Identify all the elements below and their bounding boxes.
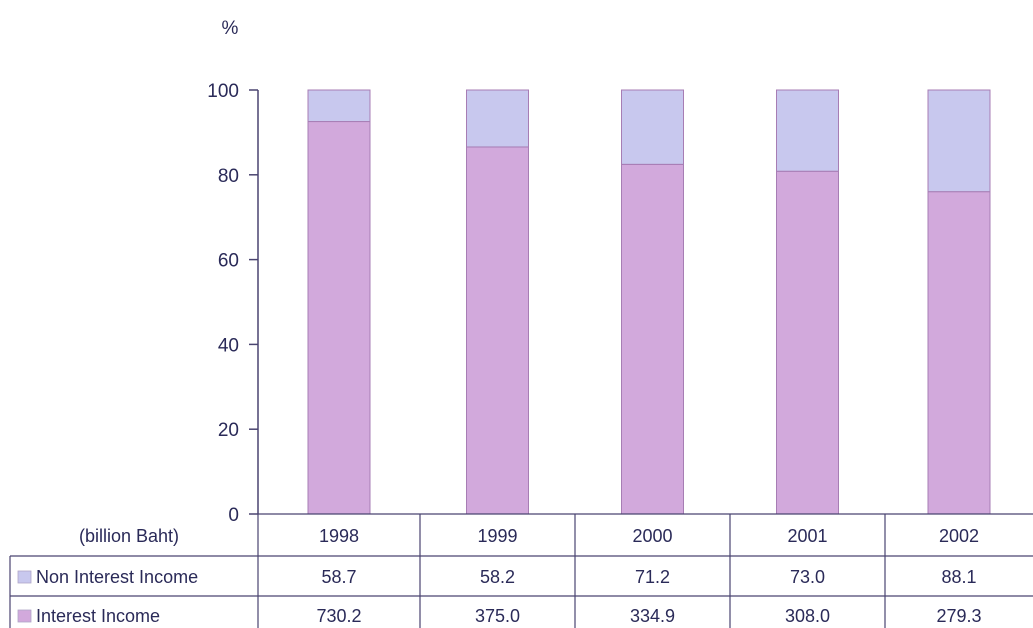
table-value-cell: 58.2 — [480, 567, 515, 587]
bar-stack-1999 — [466, 89, 529, 515]
y-tick-label: 60 — [218, 251, 239, 272]
x-category-label: 2000 — [632, 526, 672, 546]
legend-label: Non Interest Income — [36, 567, 198, 587]
bar-non-interest-income-2002 — [927, 89, 991, 193]
x-category-label: 1998 — [319, 526, 359, 546]
bar-interest-income-2000 — [621, 163, 684, 515]
bar-non-interest-income-1998 — [307, 89, 371, 123]
bar-interest-income-2002 — [927, 191, 991, 515]
x-category-label: 2001 — [787, 526, 827, 546]
y-tick-label: 20 — [218, 420, 239, 441]
bar-interest-income-1999 — [466, 146, 529, 515]
x-category-label: 2002 — [939, 526, 979, 546]
bar-non-interest-income-1999 — [466, 89, 529, 148]
table-unit-label: (billion Baht) — [79, 526, 179, 546]
table-value-cell: 71.2 — [635, 567, 670, 587]
y-axis: % 0 20 40 60 80 100 — [207, 18, 259, 526]
y-tick-label: 0 — [228, 505, 239, 526]
bar-stack-2000 — [621, 89, 684, 515]
y-tick-label: 40 — [218, 335, 239, 356]
legend-swatch — [17, 570, 32, 584]
y-tick-label: 80 — [218, 166, 239, 187]
legend-swatch — [17, 609, 32, 623]
legend-label: Interest Income — [36, 606, 160, 626]
table-value-cell: 88.1 — [941, 567, 976, 587]
x-category-label: 1999 — [477, 526, 517, 546]
y-unit-label: % — [222, 18, 239, 39]
table-value-cell: 375.0 — [475, 606, 520, 626]
bar-non-interest-income-2000 — [621, 89, 684, 165]
bar-stack-2001 — [776, 89, 839, 515]
bar-interest-income-2001 — [776, 170, 839, 515]
bar-stack-1998 — [307, 89, 371, 515]
bars-group — [307, 89, 991, 515]
bar-interest-income-1998 — [307, 121, 371, 515]
table-value-cell: 58.7 — [321, 567, 356, 587]
bar-non-interest-income-2001 — [776, 89, 839, 172]
bar-stack-2002 — [927, 89, 991, 515]
table-value-cell: 308.0 — [785, 606, 830, 626]
table-value-cell: 73.0 — [790, 567, 825, 587]
data-table: (billion Baht) 1998 1999 2000 2001 2002 Non I… — [9, 513, 1033, 628]
table-value-cell: 334.9 — [630, 606, 675, 626]
y-tick-label: 100 — [207, 81, 239, 102]
table-value-cell: 730.2 — [316, 606, 361, 626]
table-value-cell: 279.3 — [936, 606, 981, 626]
